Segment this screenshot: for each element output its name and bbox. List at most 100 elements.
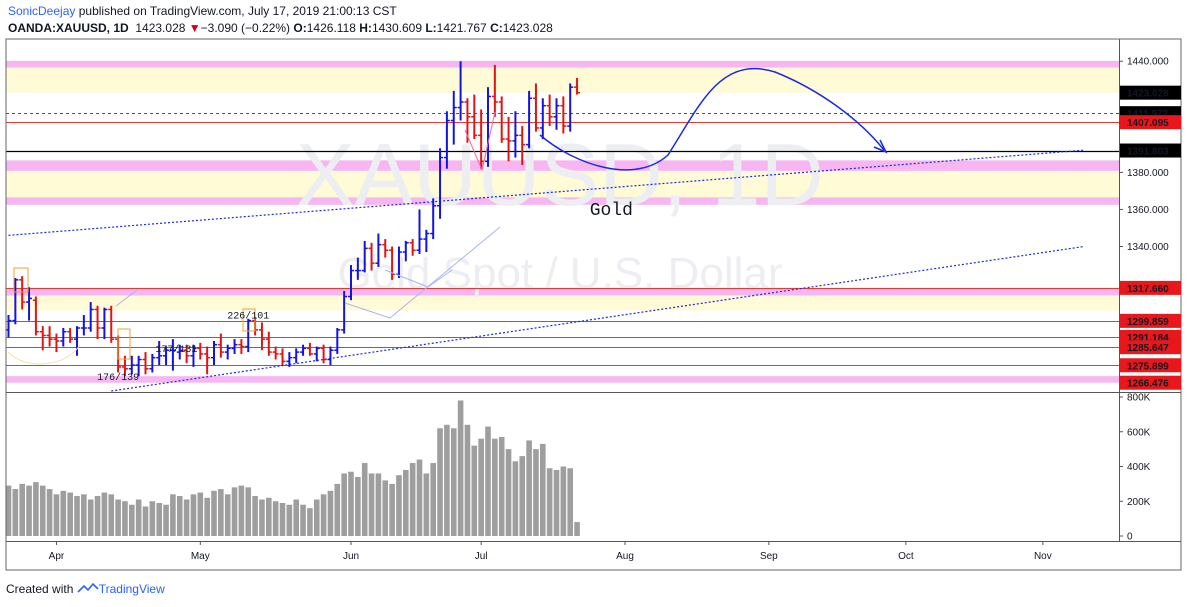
orange-box-1 bbox=[13, 267, 29, 293]
ohlc-bar bbox=[491, 64, 498, 117]
zone-pink bbox=[6, 60, 1119, 68]
time-tick-label: Nov bbox=[1034, 551, 1052, 562]
zone-yellow bbox=[6, 170, 1119, 198]
price-tick-label: 1340.000 bbox=[1127, 242, 1169, 253]
ohlc-bar bbox=[505, 116, 512, 162]
time-tick-label: Jun bbox=[343, 551, 359, 562]
pink-arrow-2 bbox=[481, 111, 496, 171]
time-tick-label: Apr bbox=[49, 551, 65, 562]
volume-bar bbox=[190, 494, 197, 536]
footer: Created with TradingView bbox=[6, 582, 165, 596]
zone-pink bbox=[6, 160, 1119, 171]
ohlc-bar bbox=[532, 83, 539, 132]
ohlc-bar bbox=[163, 346, 170, 366]
ohlc-bar bbox=[19, 276, 26, 310]
time-tick-label: Aug bbox=[616, 551, 634, 562]
ohlc-bar bbox=[101, 307, 108, 340]
ohlc-bar bbox=[80, 315, 87, 336]
volume-bar bbox=[526, 440, 532, 536]
volume-bar bbox=[293, 499, 299, 536]
volume-bar bbox=[115, 499, 121, 536]
ohlc-bar bbox=[402, 240, 409, 262]
ohlc-bar bbox=[217, 333, 224, 358]
ohlc-bar bbox=[108, 305, 115, 343]
ohlc-bar bbox=[341, 290, 348, 334]
volume-tick-label: 0 bbox=[1127, 532, 1133, 543]
volume-bar bbox=[437, 428, 443, 536]
ohlc-bar bbox=[512, 111, 519, 158]
light-arrow-4 bbox=[427, 269, 453, 288]
down-arrow-icon: ▼ bbox=[188, 21, 201, 35]
ohlc-bar bbox=[348, 265, 354, 301]
volume-bar bbox=[53, 494, 60, 536]
watermark-layer: XAUUSD, 1D Gold Spot / U.S. Dollar bbox=[296, 125, 824, 298]
volume-bar bbox=[33, 482, 39, 536]
last-price: 1423.028 bbox=[135, 21, 186, 35]
price-badge bbox=[1120, 313, 1181, 328]
ohlc-bar bbox=[423, 229, 430, 253]
volume-bar bbox=[204, 497, 210, 536]
ohlc-bar bbox=[258, 322, 265, 351]
ohlc-bar bbox=[245, 318, 252, 353]
ohlc-bar bbox=[265, 331, 272, 356]
projection-arrowhead-icon bbox=[873, 139, 888, 154]
drawings-layer bbox=[7, 67, 888, 365]
volume-bar bbox=[67, 492, 73, 536]
volume-bar bbox=[444, 424, 450, 536]
volume-bar bbox=[546, 468, 553, 536]
volume-bar bbox=[252, 496, 258, 536]
ohlc-bar bbox=[26, 287, 33, 321]
ohlc-bar bbox=[94, 305, 101, 340]
ohlc-bar bbox=[272, 346, 279, 360]
ohlc-bar bbox=[204, 346, 211, 375]
price-tick-label: 1440.000 bbox=[1127, 57, 1169, 68]
volume-bar bbox=[81, 494, 87, 536]
volume-bar bbox=[396, 475, 402, 536]
zone-pink bbox=[6, 197, 1119, 205]
ratio-annotation: 177/131 bbox=[155, 344, 197, 356]
volume-bar bbox=[218, 489, 224, 536]
volume-bar bbox=[211, 490, 217, 536]
volume-bar bbox=[286, 504, 293, 536]
volume-bar bbox=[389, 483, 395, 536]
volume-bar bbox=[348, 471, 354, 536]
volume-bar bbox=[382, 480, 389, 536]
price-badge bbox=[1120, 143, 1181, 158]
volume-bar bbox=[279, 502, 286, 536]
zone-yellow bbox=[6, 295, 1119, 311]
ohlc-bar bbox=[546, 94, 553, 127]
ohlc-bar bbox=[553, 98, 560, 130]
ohlc-bar bbox=[443, 111, 450, 169]
tradingview-brand[interactable]: TradingView bbox=[98, 582, 165, 596]
author-name[interactable]: SonicDeejay bbox=[8, 4, 76, 18]
high-value: 1430.609 bbox=[371, 21, 422, 35]
ohlc-bar bbox=[485, 87, 491, 167]
ohlc-bar bbox=[176, 344, 183, 360]
volume-bar bbox=[450, 428, 457, 536]
zone-yellow bbox=[6, 67, 1119, 93]
ohlc-bar bbox=[409, 239, 416, 256]
ohlc-bar bbox=[313, 346, 320, 362]
ohlc-bar bbox=[519, 126, 526, 165]
volume-bar bbox=[87, 499, 94, 536]
ohlc-bar bbox=[327, 346, 334, 366]
ohlc-bar bbox=[135, 355, 142, 377]
volume-bar bbox=[361, 463, 368, 536]
volume-bar bbox=[307, 508, 313, 536]
ohlc-bar bbox=[211, 340, 217, 366]
volume-bar bbox=[224, 494, 231, 536]
orange-box-2 bbox=[117, 328, 131, 360]
ohlc-bar bbox=[498, 96, 505, 143]
price-badge bbox=[1120, 280, 1181, 295]
price-badge bbox=[1120, 375, 1181, 390]
ohlc-bar bbox=[416, 209, 423, 254]
price-badge-label: 1275.899 bbox=[1127, 361, 1169, 372]
volume-bar bbox=[464, 424, 471, 536]
price-badge bbox=[1120, 85, 1181, 100]
axes-layer: 1440.000 1380.000 1360.000 1340.000 1423.028… bbox=[5, 38, 1182, 571]
volume-bar bbox=[403, 469, 409, 536]
volume-tick-label: 200K bbox=[1127, 497, 1151, 508]
volume-bar bbox=[60, 490, 67, 536]
volume-bar bbox=[457, 400, 464, 536]
